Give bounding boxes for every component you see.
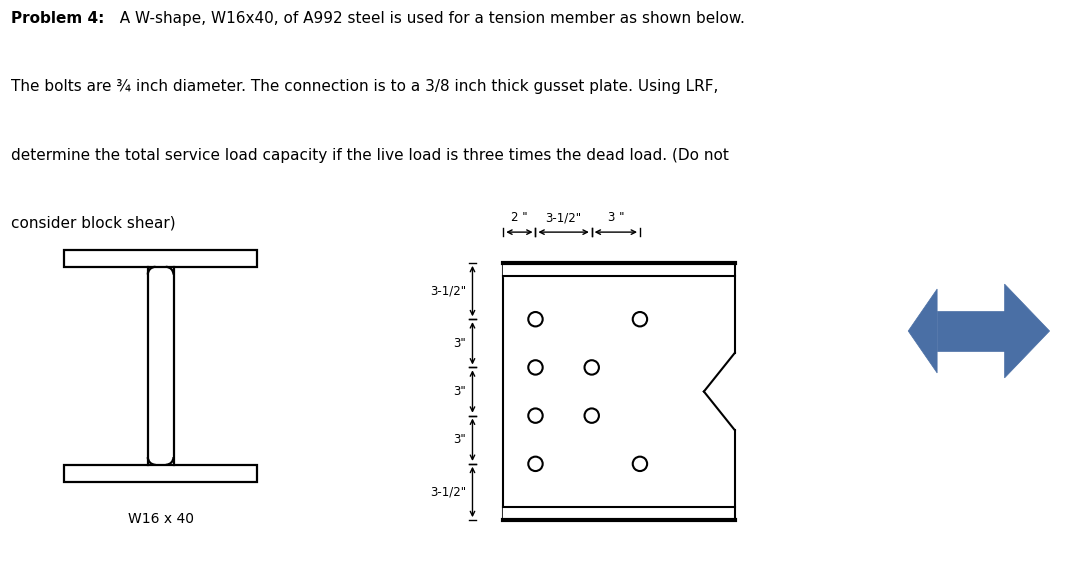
Text: 3": 3" [453,337,466,350]
Text: A W-shape, W16x40, of A992 steel is used for a tension member as shown below.: A W-shape, W16x40, of A992 steel is used… [110,11,745,26]
Text: 3-1/2": 3-1/2" [429,485,466,499]
Text: Problem 4:: Problem 4: [11,11,104,26]
Text: 2 ": 2 " [511,211,528,224]
Text: 3": 3" [453,385,466,398]
Polygon shape [503,263,735,276]
Text: 3-1/2": 3-1/2" [429,284,466,297]
Text: consider block shear): consider block shear) [11,216,176,231]
Polygon shape [1005,284,1050,378]
Polygon shape [503,507,735,520]
Text: 3": 3" [453,433,466,446]
Text: 3-1/2": 3-1/2" [545,211,582,224]
Polygon shape [908,289,937,373]
Text: determine the total service load capacity if the live load is three times the de: determine the total service load capacit… [11,148,728,163]
Text: 3 ": 3 " [607,211,624,224]
Polygon shape [937,311,1005,351]
Text: The bolts are ¾ inch diameter. The connection is to a 3/8 inch thick gusset plat: The bolts are ¾ inch diameter. The conne… [11,80,718,94]
Text: W16 x 40: W16 x 40 [127,512,194,526]
